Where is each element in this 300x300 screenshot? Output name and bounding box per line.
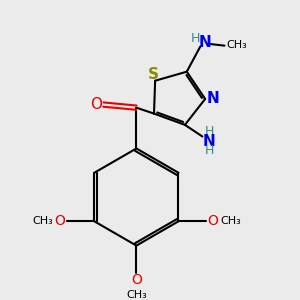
Text: O: O — [55, 214, 66, 228]
Text: H: H — [205, 125, 214, 138]
Text: CH₃: CH₃ — [220, 216, 241, 226]
Text: O: O — [131, 273, 142, 287]
Text: CH₃: CH₃ — [126, 290, 147, 300]
Text: N: N — [206, 91, 219, 106]
Text: O: O — [207, 214, 218, 228]
Text: CH₃: CH₃ — [33, 216, 53, 226]
Text: CH₃: CH₃ — [226, 40, 247, 50]
Text: O: O — [90, 97, 102, 112]
Text: H: H — [205, 144, 214, 158]
Text: N: N — [203, 134, 216, 149]
Text: S: S — [148, 67, 159, 82]
Text: N: N — [199, 35, 212, 50]
Text: H: H — [190, 32, 200, 45]
